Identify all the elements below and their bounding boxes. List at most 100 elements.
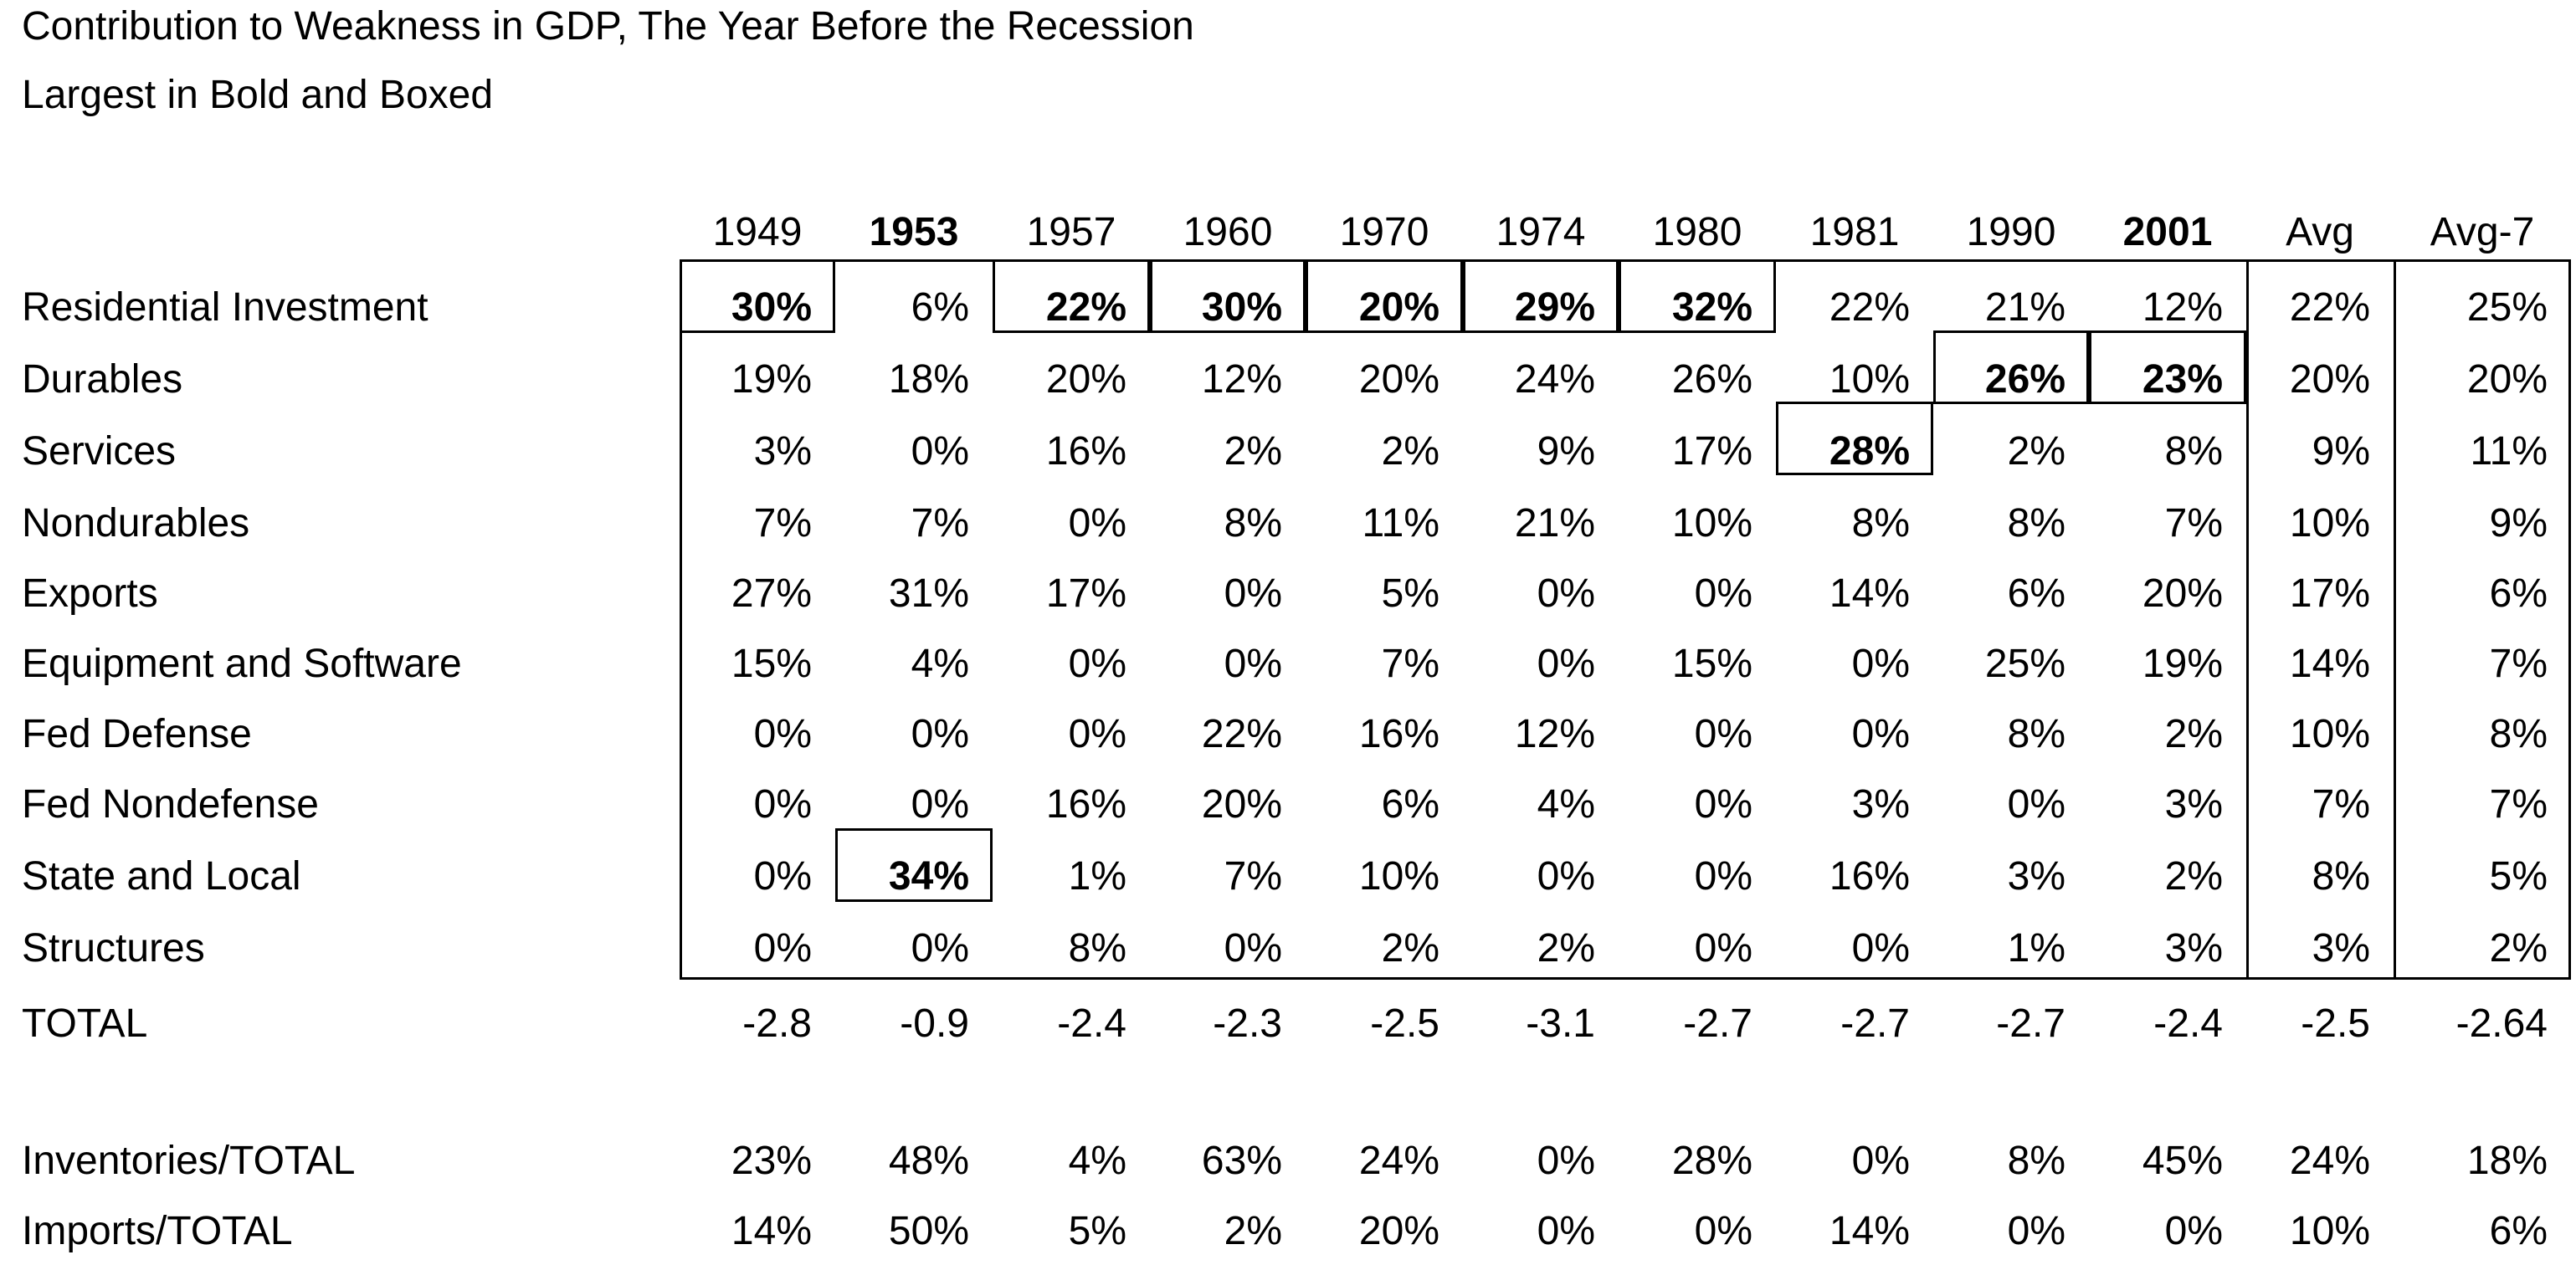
table-cell: 15% [731,642,812,686]
table-cell: 14% [731,1209,812,1253]
table-cell: 20% [2466,357,2548,402]
table-cell: 30% [1201,285,1282,330]
table-cell: 11% [1362,501,1439,545]
table-cell: 14% [2289,642,2370,686]
table-cell: -2.8 [742,1001,812,1046]
table-cell: 0% [2007,782,2065,827]
table-cell: 0% [1537,1139,1595,1183]
row-label-equipment-and-software: Equipment and Software [22,642,462,686]
table-cell: -2.7 [1996,1001,2065,1046]
table-cell: 2% [1224,1209,1282,1253]
table-cell: 22% [2289,285,2370,330]
table-cell: 22% [1045,285,1126,330]
column-header-1953: 1953 [869,210,959,254]
table-cell: 24% [2289,1139,2370,1183]
row-label-fed-defense: Fed Defense [22,712,252,756]
table-cell: 4% [911,642,969,686]
table-cell: 15% [1671,642,1752,686]
highlight-box [1933,330,2089,404]
column-header-2001: 2001 [2122,210,2213,254]
table-cell: 8% [1851,501,1910,545]
table-cell: 63% [1201,1139,1282,1183]
table-cell: 1% [2007,926,2065,971]
table-cell: 2% [1381,429,1439,474]
table-cell: 25% [2466,285,2548,330]
highlight-box [993,259,1150,333]
table-cell: 16% [1358,712,1439,756]
table-cell: 0% [1694,1209,1752,1253]
table-cell: -2.5 [2301,1001,2370,1046]
table-cell: 3% [753,429,812,474]
table-cell: 23% [731,1139,812,1183]
table-cell: 6% [2489,1209,2548,1253]
highlight-box [680,259,835,333]
table-cell: 17% [1671,429,1752,474]
column-header-1960: 1960 [1183,210,1273,254]
table-cell: 0% [1068,712,1126,756]
table-cell: 28% [1829,429,1910,474]
row-label-imports-total: Imports/TOTAL [22,1209,293,1253]
table-cell: 31% [888,571,969,616]
table-cell: 10% [2289,1209,2370,1253]
table-cell: 19% [2142,642,2223,686]
table-cell: 3% [2164,926,2223,971]
highlight-box [1776,402,1933,475]
table-cell: 16% [1045,429,1126,474]
table-border-top [680,259,2571,262]
chart-subtitle: Largest in Bold and Boxed [22,73,494,117]
table-cell: 4% [1068,1139,1126,1183]
table-cell: 24% [1514,357,1595,402]
table-cell: 21% [1984,285,2065,330]
table-cell: 8% [1224,501,1282,545]
table-cell: 26% [1984,357,2065,402]
table-cell: 7% [911,501,969,545]
table-cell: 27% [731,571,812,616]
table-cell: 30% [731,285,812,330]
table-cell: 6% [2007,571,2065,616]
table-cell: 8% [2007,712,2065,756]
table-cell: 10% [2289,501,2370,545]
table-cell: -0.9 [900,1001,969,1046]
table-cell: 0% [1537,1209,1595,1253]
table-cell: 6% [1381,782,1439,827]
table-cell: 10% [1358,854,1439,899]
table-cell: 10% [1671,501,1752,545]
table-cell: 8% [1068,926,1126,971]
row-label-fed-nondefense: Fed Nondefense [22,782,319,827]
table-cell: 9% [2312,429,2370,474]
column-header-avg-7: Avg-7 [2430,210,2535,254]
table-cell: 7% [753,501,812,545]
table-cell: 17% [2289,571,2370,616]
column-header-1990: 1990 [1966,210,2056,254]
row-label-residential-investment: Residential Investment [22,285,428,330]
table-cell: 8% [2489,712,2548,756]
table-cell: 5% [1381,571,1439,616]
table-cell: 7% [2489,782,2548,827]
table-cell: -2.64 [2455,1001,2548,1046]
highlight-box [1150,259,1306,333]
table-cell: 8% [2312,854,2370,899]
table-cell: 8% [2007,501,2065,545]
table-cell: 0% [1224,642,1282,686]
table-cell: 0% [753,712,812,756]
table-cell: 0% [2164,1209,2223,1253]
table-border-right [2568,259,2571,980]
row-label-inventories-total: Inventories/TOTAL [22,1139,356,1183]
table-cell: 0% [1224,926,1282,971]
table-cell: 0% [1068,501,1126,545]
table-cell: -2.4 [1057,1001,1126,1046]
table-border-bottom [680,977,2571,980]
column-header-1974: 1974 [1496,210,1586,254]
table-cell: 48% [888,1139,969,1183]
highlight-box [1306,259,1463,333]
table-cell: 14% [1829,571,1910,616]
table-cell: 0% [753,854,812,899]
table-cell: 0% [753,926,812,971]
table-cell: -2.5 [1370,1001,1439,1046]
highlight-box [1619,259,1776,333]
table-cell: 0% [1537,854,1595,899]
table-cell: 29% [1514,285,1595,330]
table-cell: 6% [2489,571,2548,616]
table-cell: 0% [1694,782,1752,827]
table-cell: 8% [2007,1139,2065,1183]
